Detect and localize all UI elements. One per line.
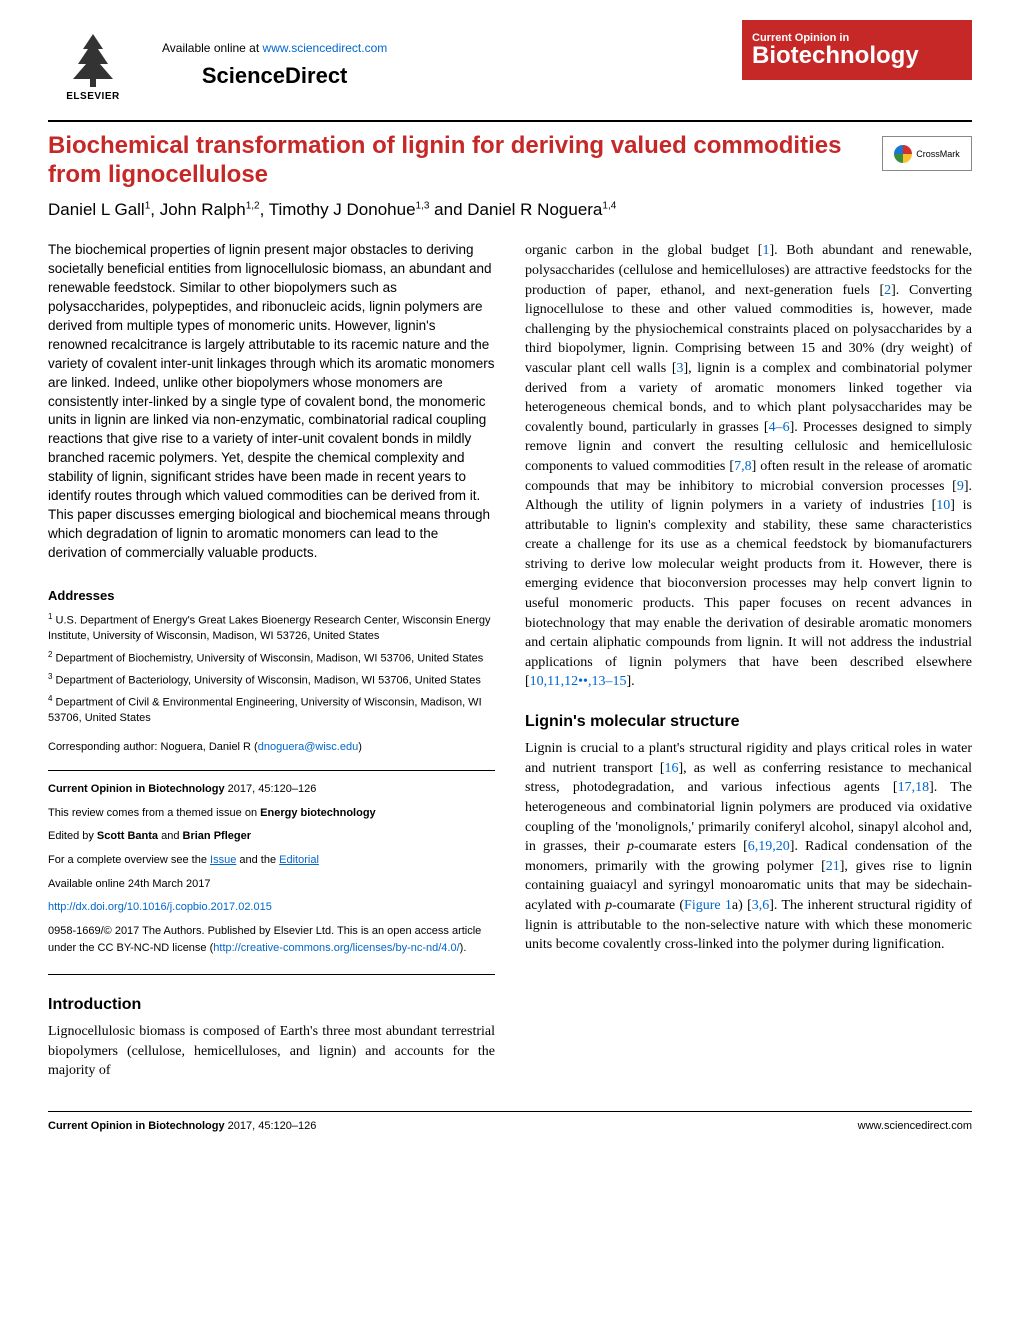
themed-prefix: This review comes from a themed issue on <box>48 807 260 819</box>
author-1: Daniel L Gall <box>48 200 145 219</box>
body-text-span: organic carbon in the global budget [ <box>525 243 762 258</box>
citation-ref[interactable]: 3,6 <box>752 898 770 913</box>
edited-by-prefix: Edited by <box>48 830 97 842</box>
introduction-p1: Lignocellulosic biomass is composed of E… <box>48 1022 495 1081</box>
crossmark-label: CrossMark <box>916 149 960 159</box>
footer-citation: 2017, 45:120–126 <box>225 1120 317 1132</box>
crossmark-icon <box>894 145 912 163</box>
themed-issue-line: This review comes from a themed issue on… <box>48 805 495 823</box>
footer-journal: Current Opinion in Biotechnology <box>48 1120 225 1132</box>
page-header: ELSEVIER Available online at www.science… <box>48 20 972 110</box>
available-date: Available online 24th March 2017 <box>48 876 495 894</box>
citation-ref[interactable]: 3 <box>677 361 684 376</box>
affiliation-item: 1 U.S. Department of Energy's Great Lake… <box>48 611 495 644</box>
editor-and: and <box>158 830 182 842</box>
author-3-affil: 1,3 <box>416 200 430 211</box>
header-center: Available online at www.sciencedirect.co… <box>162 41 387 89</box>
addresses-header: Addresses <box>48 587 495 606</box>
introduction-header: Introduction <box>48 993 495 1016</box>
corresponding-prefix: Corresponding author: Noguera, Daniel R … <box>48 741 258 753</box>
citation-journal: Current Opinion in Biotechnology <box>48 783 225 795</box>
editor-1: Scott Banta <box>97 830 158 842</box>
author-4-affil: 1,4 <box>602 200 616 211</box>
citation-rest: 2017, 45:120–126 <box>225 783 317 795</box>
citation-ref[interactable]: 6,19,20 <box>748 839 790 854</box>
citation-ref[interactable]: 17,18 <box>898 780 930 795</box>
editorial-link[interactable]: Editorial <box>279 854 319 866</box>
issue-link[interactable]: Issue <box>210 854 236 866</box>
introduction-p2: organic carbon in the global budget [1].… <box>525 241 972 692</box>
citation-ref[interactable]: 10,11,12••,13–15 <box>530 674 627 689</box>
citation-ref[interactable]: 7,8 <box>734 459 752 474</box>
elsevier-tree-icon <box>58 29 128 89</box>
author-list: Daniel L Gall1, John Ralph1,2, Timothy J… <box>48 198 972 222</box>
copyright-line: 0958-1669/© 2017 The Authors. Published … <box>48 923 495 958</box>
sciencedirect-wordmark: ScienceDirect <box>162 63 387 89</box>
author-2-affil: 1,2 <box>246 200 260 211</box>
citation-ref[interactable]: 9 <box>957 479 964 494</box>
body-text-span: ] is attributable to lignin's complexity… <box>525 498 972 689</box>
affiliation-item: 4 Department of Civil & Environmental En… <box>48 693 495 726</box>
figure-link[interactable]: Figure 1 <box>684 898 732 913</box>
italic-span: p <box>627 839 634 854</box>
affiliation-item: 2 Department of Biochemistry, University… <box>48 649 495 667</box>
content-columns: The biochemical properties of lignin pre… <box>48 241 972 1081</box>
cc-license-link[interactable]: http://creative-commons.org/licenses/by-… <box>213 942 459 954</box>
page-footer: Current Opinion in Biotechnology 2017, 4… <box>48 1111 972 1132</box>
editors-line: Edited by Scott Banta and Brian Pfleger <box>48 828 495 846</box>
editor-2: Brian Pfleger <box>183 830 251 842</box>
affiliations-list: 1 U.S. Department of Energy's Great Lake… <box>48 611 495 726</box>
body-text-span: -coumarate ( <box>612 898 684 913</box>
corresponding-email[interactable]: dnoguera@wisc.edu <box>258 741 358 753</box>
themed-name: Energy biotechnology <box>260 807 376 819</box>
left-column: The biochemical properties of lignin pre… <box>48 241 495 1081</box>
author-3: , Timothy J Donohue <box>260 200 416 219</box>
journal-badge: Current Opinion in Biotechnology <box>742 20 972 80</box>
citation-ref[interactable]: 4–6 <box>769 420 790 435</box>
body-text-span: -coumarate esters [ <box>634 839 748 854</box>
journal-badge-main: Biotechnology <box>752 44 962 68</box>
author-2: , John Ralph <box>150 200 245 219</box>
header-left: ELSEVIER Available online at www.science… <box>48 20 387 110</box>
author-4: and Daniel R Noguera <box>429 200 602 219</box>
structure-paragraph: Lignin is crucial to a plant's structura… <box>525 739 972 955</box>
affiliation-text: Department of Biochemistry, University o… <box>52 652 483 664</box>
affiliation-text: Department of Civil & Environmental Engi… <box>48 697 482 724</box>
structure-header: Lignin's molecular structure <box>525 710 972 733</box>
article-title: Biochemical transformation of lignin for… <box>48 132 972 190</box>
corresponding-suffix: ) <box>358 741 362 753</box>
copyright-suffix: ). <box>460 942 467 954</box>
affiliation-item: 3 Department of Bacteriology, University… <box>48 671 495 689</box>
doi-link[interactable]: http://dx.doi.org/10.1016/j.copbio.2017.… <box>48 901 272 913</box>
body-text-span: a) [ <box>732 898 752 913</box>
article-info-box: Current Opinion in Biotechnology 2017, 4… <box>48 770 495 975</box>
citation-ref[interactable]: 16 <box>665 761 679 776</box>
right-column: organic carbon in the global budget [1].… <box>525 241 972 1081</box>
abstract-text: The biochemical properties of lignin pre… <box>48 241 495 562</box>
affiliation-text: U.S. Department of Energy's Great Lakes … <box>48 615 490 642</box>
available-prefix: Available online at <box>162 41 263 55</box>
title-block: CrossMark Biochemical transformation of … <box>48 120 972 221</box>
elsevier-logo: ELSEVIER <box>48 20 138 110</box>
body-text-span: ]. <box>626 674 634 689</box>
citation-line: Current Opinion in Biotechnology 2017, 4… <box>48 781 495 799</box>
overview-line: For a complete overview see the Issue an… <box>48 852 495 870</box>
affiliation-text: Department of Bacteriology, University o… <box>52 675 480 687</box>
overview-mid: and the <box>236 854 279 866</box>
citation-ref[interactable]: 21 <box>826 859 840 874</box>
footer-left: Current Opinion in Biotechnology 2017, 4… <box>48 1120 316 1132</box>
sciencedirect-url[interactable]: www.sciencedirect.com <box>263 41 388 55</box>
footer-right: www.sciencedirect.com <box>858 1120 972 1132</box>
available-online-text: Available online at www.sciencedirect.co… <box>162 41 387 55</box>
crossmark-badge[interactable]: CrossMark <box>882 136 972 171</box>
elsevier-label: ELSEVIER <box>66 91 119 102</box>
overview-prefix: For a complete overview see the <box>48 854 210 866</box>
citation-ref[interactable]: 10 <box>936 498 950 513</box>
corresponding-author: Corresponding author: Noguera, Daniel R … <box>48 740 495 756</box>
